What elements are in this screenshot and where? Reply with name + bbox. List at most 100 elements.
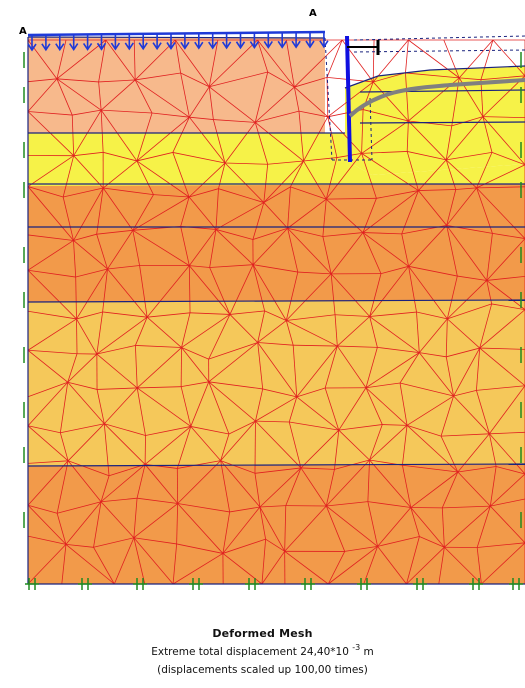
mesh-edge xyxy=(252,264,287,321)
mesh-edge xyxy=(188,229,217,266)
mesh-edge xyxy=(96,316,148,355)
mesh-edge xyxy=(476,152,493,189)
mesh-edge xyxy=(322,232,364,237)
mesh-edge xyxy=(139,265,148,318)
mesh-edge xyxy=(136,464,146,499)
mesh-edge xyxy=(73,240,77,278)
mesh-edge xyxy=(459,77,481,81)
mesh-edge xyxy=(27,78,58,112)
distributed-load[interactable] xyxy=(27,30,329,52)
mesh-edge xyxy=(75,268,108,278)
yellow-band-left xyxy=(28,133,525,186)
mesh-edge xyxy=(144,426,192,465)
mesh-edge xyxy=(286,320,338,347)
mesh-edge xyxy=(419,536,445,548)
mesh-edge xyxy=(284,505,287,552)
mesh-edge xyxy=(255,110,300,123)
mesh-edge xyxy=(480,75,525,81)
mesh-edge xyxy=(330,273,336,315)
mesh-edge xyxy=(369,273,382,317)
load-arrow-head xyxy=(41,43,51,52)
mesh-edge xyxy=(73,233,97,241)
mesh-edge xyxy=(222,511,231,554)
mesh-edge xyxy=(145,426,191,436)
mesh-edge xyxy=(67,381,98,390)
mesh-edge xyxy=(144,464,178,504)
mesh-edge xyxy=(372,39,409,83)
load-arrow-head xyxy=(82,42,93,51)
mesh-edge xyxy=(479,347,525,387)
mesh-edge xyxy=(453,389,477,397)
mesh-edge xyxy=(27,269,77,320)
mesh-edge xyxy=(188,265,231,315)
mesh-edge xyxy=(408,120,447,161)
mesh-edge xyxy=(27,111,73,116)
mesh-edge xyxy=(102,187,134,231)
mesh-edge xyxy=(263,186,291,203)
mesh-edge xyxy=(220,433,230,461)
mesh-edge xyxy=(406,424,442,437)
mesh-edge xyxy=(73,151,104,157)
mesh-edge xyxy=(208,381,230,435)
mesh-edge xyxy=(62,155,75,198)
mesh-edge xyxy=(56,78,102,111)
cross-section-marker-right[interactable]: A xyxy=(309,8,317,19)
mesh-edge xyxy=(446,151,493,161)
cross-section-marker-left[interactable]: A xyxy=(19,26,27,37)
strut[interactable] xyxy=(347,40,380,55)
boundary-fixities xyxy=(23,52,523,590)
mesh-edge xyxy=(113,537,135,585)
mesh-edge xyxy=(344,546,378,552)
mesh-edge xyxy=(418,318,448,353)
mesh-edge xyxy=(152,112,190,118)
mesh-edge xyxy=(59,382,69,433)
displacement-unit: m xyxy=(363,646,374,658)
mesh-edge xyxy=(98,79,136,83)
mesh-edge xyxy=(27,349,68,383)
mesh-edge xyxy=(27,535,67,545)
load-arrow-head xyxy=(96,42,107,51)
mesh-edge xyxy=(218,188,264,203)
mesh-edge xyxy=(365,387,383,425)
mesh-edge xyxy=(338,424,383,431)
mesh-edge xyxy=(96,229,133,235)
mesh-edge xyxy=(27,381,69,427)
deformed-mesh-viewport[interactable]: A A xyxy=(0,0,525,600)
mesh-edge xyxy=(453,395,490,435)
scale-note: (displacements scaled up 100,00 times) xyxy=(157,664,368,676)
mesh-edge xyxy=(294,86,329,118)
mesh-edge xyxy=(479,347,525,350)
retaining-wall[interactable] xyxy=(345,35,352,163)
lower-clay-layer xyxy=(28,464,525,584)
mesh-edge xyxy=(476,390,490,434)
mesh-edge xyxy=(259,467,302,508)
mesh-edge xyxy=(100,475,110,502)
mesh-edge xyxy=(136,387,192,427)
mesh-edge xyxy=(289,421,339,431)
mesh-edge xyxy=(229,506,260,513)
ground-anchor[interactable] xyxy=(348,78,525,118)
mesh-edge xyxy=(208,86,214,120)
mesh-edge xyxy=(455,187,477,190)
mesh-edge xyxy=(174,39,182,74)
mesh-edge xyxy=(447,318,480,349)
mesh-edge xyxy=(73,240,108,270)
mesh-edge xyxy=(490,505,525,544)
layer-boundaries xyxy=(27,36,525,585)
mesh-edge xyxy=(287,228,299,273)
mesh-edge xyxy=(27,310,77,320)
mesh-edge xyxy=(257,342,294,346)
mesh-edge xyxy=(103,151,137,162)
mesh-edge xyxy=(369,316,378,348)
mesh-edge xyxy=(446,187,477,226)
mesh-edge xyxy=(96,353,138,389)
mesh-edge xyxy=(229,314,258,343)
mesh-edge xyxy=(255,420,290,423)
mesh-edge xyxy=(285,320,294,346)
mesh-edge xyxy=(453,347,481,397)
mesh-edge xyxy=(96,234,108,270)
mesh-edge xyxy=(255,388,264,422)
mesh-edge xyxy=(365,352,420,389)
mesh-edge xyxy=(56,78,73,116)
mesh-edge xyxy=(190,426,221,461)
